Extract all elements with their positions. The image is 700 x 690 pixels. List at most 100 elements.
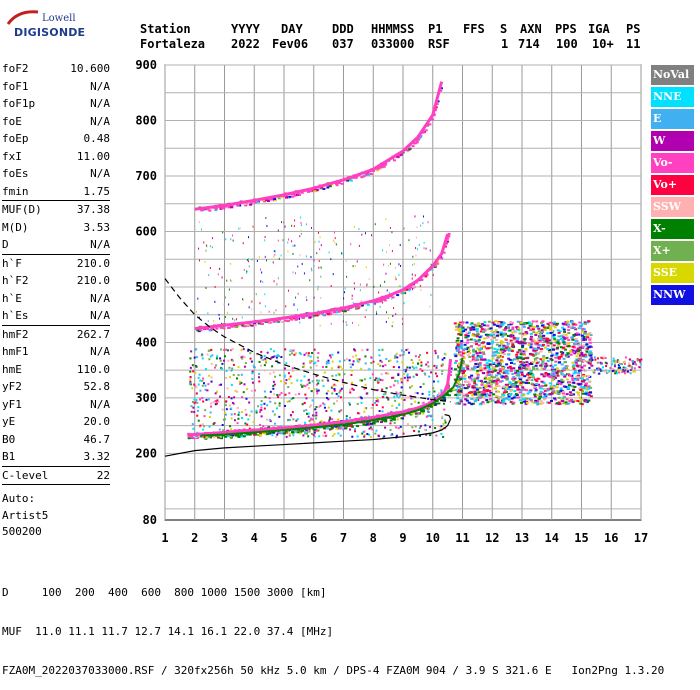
echo-point — [521, 341, 525, 344]
echo-point — [573, 350, 577, 353]
param-row: h`E N/A — [2, 290, 110, 308]
echo-point — [561, 400, 565, 403]
echo-point — [491, 332, 495, 335]
echo-point — [587, 346, 591, 349]
echo-point — [302, 434, 305, 437]
echo-point — [490, 375, 494, 378]
echo-point — [351, 369, 354, 372]
echo-point — [319, 324, 321, 327]
echo-point — [539, 337, 543, 340]
echo-point — [487, 389, 491, 392]
echo-point — [511, 343, 515, 346]
echo-point — [281, 196, 285, 199]
echo-point — [440, 428, 443, 431]
echo-point — [612, 357, 615, 360]
echo-point — [192, 370, 195, 373]
x-tick-label: 11 — [455, 531, 469, 545]
echo-point — [589, 354, 593, 357]
echo-point — [290, 382, 293, 385]
echo-point — [313, 265, 315, 268]
echo-point — [456, 337, 460, 340]
echo-point — [296, 431, 300, 434]
y-tick-label: 600 — [135, 224, 157, 238]
echo-point — [512, 338, 516, 341]
echo-point — [300, 191, 304, 194]
echo-point — [477, 379, 481, 382]
echo-point — [456, 348, 460, 351]
echo-point — [292, 397, 295, 400]
echo-point — [208, 415, 211, 418]
echo-point — [198, 373, 201, 376]
echo-point — [540, 324, 544, 327]
echo-point — [375, 397, 378, 400]
echo-point — [466, 334, 470, 337]
echo-point — [511, 372, 515, 375]
echo-point — [499, 325, 503, 328]
echo-point — [208, 374, 211, 377]
echo-point — [609, 367, 612, 370]
echo-point — [243, 356, 246, 359]
y-base-label: 80 — [143, 513, 157, 527]
echo-point — [440, 391, 443, 394]
echo-point — [317, 352, 320, 355]
echo-point — [362, 175, 366, 178]
echo-point — [356, 435, 359, 438]
echo-point — [415, 366, 418, 369]
echo-point — [572, 381, 576, 384]
echo-point — [189, 378, 192, 381]
echo-point — [558, 330, 562, 333]
echo-point — [337, 380, 340, 383]
echo-point — [202, 377, 205, 380]
echo-point — [458, 392, 462, 395]
echo-point — [369, 377, 372, 380]
echo-point — [313, 388, 316, 391]
echo-point — [537, 344, 541, 347]
echo-point — [410, 412, 414, 415]
echo-point — [464, 336, 468, 339]
echo-point — [573, 378, 577, 381]
param-row: B0 46.7 — [2, 431, 110, 449]
echo-point — [589, 386, 593, 389]
echo-point — [529, 346, 533, 349]
echo-point — [309, 366, 312, 369]
echo-point — [241, 411, 244, 414]
echo-point — [397, 374, 400, 377]
echo-point — [527, 377, 531, 380]
echo-point — [288, 400, 291, 403]
echo-point — [414, 274, 416, 277]
echo-point — [577, 371, 581, 374]
param-name: foEp — [2, 132, 29, 145]
param-row: foF2 10.600 — [2, 60, 110, 78]
param-row: fxI 11.00 — [2, 148, 110, 166]
echo-point — [299, 430, 303, 433]
echo-point — [441, 363, 444, 366]
echo-point — [528, 378, 532, 381]
echo-point — [539, 358, 543, 361]
echo-point — [504, 327, 508, 330]
echo-point — [535, 362, 539, 365]
param-name: B1 — [2, 450, 16, 463]
echo-point — [341, 379, 344, 382]
echo-point — [255, 411, 258, 414]
echo-point — [579, 382, 583, 385]
echo-point — [585, 401, 589, 404]
echo-point — [633, 361, 636, 364]
echo-point — [578, 377, 582, 380]
echo-point — [366, 348, 369, 351]
echo-point — [289, 349, 292, 352]
echo-point — [304, 432, 307, 435]
echo-point — [339, 434, 342, 437]
echo-point — [303, 375, 306, 378]
echo-point — [346, 275, 348, 278]
echo-point — [307, 378, 310, 381]
echo-point — [535, 383, 539, 386]
echo-point — [193, 402, 196, 405]
echo-point — [206, 389, 209, 392]
echo-point — [586, 375, 590, 378]
echo-point — [560, 379, 564, 382]
echo-point — [573, 369, 577, 372]
echo-point — [322, 402, 325, 405]
echo-point — [265, 361, 268, 364]
echo-point — [221, 325, 225, 328]
echo-point — [626, 368, 629, 371]
